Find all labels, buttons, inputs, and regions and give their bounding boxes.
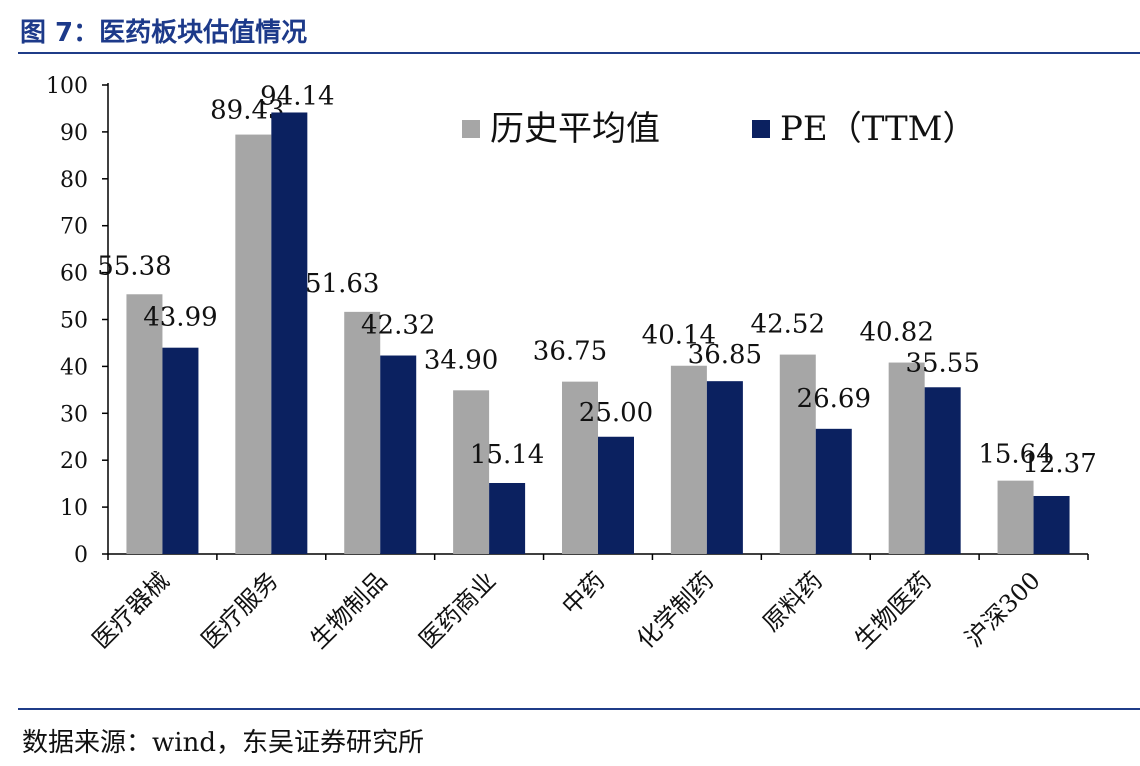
data-label-pe-ttm: 36.85	[688, 340, 762, 370]
bar-pe-ttm	[162, 347, 199, 554]
bar-pe-ttm	[706, 381, 743, 554]
bar-historical-average	[344, 311, 381, 554]
y-tick-label: 80	[60, 168, 88, 193]
bar-pe-ttm	[380, 355, 417, 554]
data-label-pe-ttm: 25.00	[579, 398, 653, 428]
y-tick-label: 70	[60, 215, 88, 240]
x-category-label: 生物制品	[305, 566, 393, 654]
bar-historical-average	[779, 354, 816, 554]
bar-historical-average	[126, 294, 163, 554]
legend-swatch-historical-average	[462, 120, 480, 138]
bar-historical-average	[235, 134, 272, 554]
y-tick-label: 10	[60, 496, 88, 521]
data-label-historical-average: 51.63	[305, 269, 379, 299]
bar-pe-ttm	[815, 428, 852, 554]
data-label-pe-ttm: 94.14	[260, 81, 334, 111]
y-tick-label: 40	[60, 355, 88, 380]
data-label-historical-average: 15.64	[978, 440, 1052, 470]
bar-historical-average	[888, 362, 925, 554]
data-label-historical-average: 36.75	[533, 337, 607, 367]
x-category-label: 医疗器械	[87, 566, 175, 654]
x-category-label: 化学制药	[631, 566, 719, 654]
bar-pe-ttm	[489, 482, 526, 554]
y-tick-label: 90	[60, 121, 88, 146]
bar-historical-average	[562, 381, 598, 554]
x-category-label: 生物医药	[849, 566, 937, 654]
bar-pe-ttm	[924, 387, 961, 554]
data-label-historical-average: 34.90	[424, 345, 498, 375]
legend-label-pe-ttm: PE（TTM）	[780, 109, 977, 149]
data-label-historical-average: 55.38	[97, 251, 171, 281]
data-label-historical-average: 42.52	[751, 310, 825, 340]
y-tick-label: 20	[60, 449, 88, 474]
data-label-pe-ttm: 26.69	[797, 384, 871, 414]
y-tick-label: 100	[46, 74, 88, 99]
bar-pe-ttm	[271, 112, 308, 554]
bottom-rule	[18, 708, 1140, 710]
source-note: 数据来源：wind，东吴证券研究所	[22, 728, 424, 758]
data-label-historical-average: 40.82	[859, 318, 933, 348]
data-label-pe-ttm: 12.37	[1022, 449, 1096, 479]
legend-label-historical-average: 历史平均值	[490, 109, 660, 149]
y-tick-label: 30	[60, 402, 88, 427]
x-category-label: 原料药	[757, 566, 828, 637]
bar-pe-ttm	[598, 436, 634, 554]
data-label-pe-ttm: 35.55	[905, 348, 979, 378]
bar-pe-ttm	[1033, 495, 1070, 554]
data-label-historical-average: 40.14	[642, 321, 716, 351]
legend-swatch-pe-ttm	[752, 120, 770, 138]
x-category-label: 中药	[557, 566, 611, 620]
figure-title: 图 7：医药板块估值情况	[20, 18, 308, 48]
y-tick-label: 0	[74, 543, 88, 568]
y-tick-label: 60	[60, 262, 88, 287]
data-label-pe-ttm: 42.32	[361, 311, 435, 341]
x-category-label: 沪深300	[960, 566, 1046, 652]
top-rule	[18, 52, 1140, 54]
y-tick-label: 50	[60, 309, 88, 334]
data-label-pe-ttm: 15.14	[470, 440, 544, 470]
x-category-label: 医药商业	[414, 566, 502, 654]
x-category-label: 医疗服务	[196, 566, 284, 654]
bar-historical-average	[670, 365, 707, 554]
bar-historical-average	[997, 480, 1034, 554]
bar-historical-average	[453, 390, 490, 554]
data-label-pe-ttm: 43.99	[143, 303, 217, 333]
